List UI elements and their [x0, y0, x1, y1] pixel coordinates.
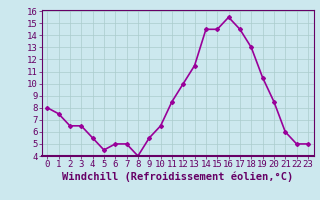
X-axis label: Windchill (Refroidissement éolien,°C): Windchill (Refroidissement éolien,°C)	[62, 172, 293, 182]
